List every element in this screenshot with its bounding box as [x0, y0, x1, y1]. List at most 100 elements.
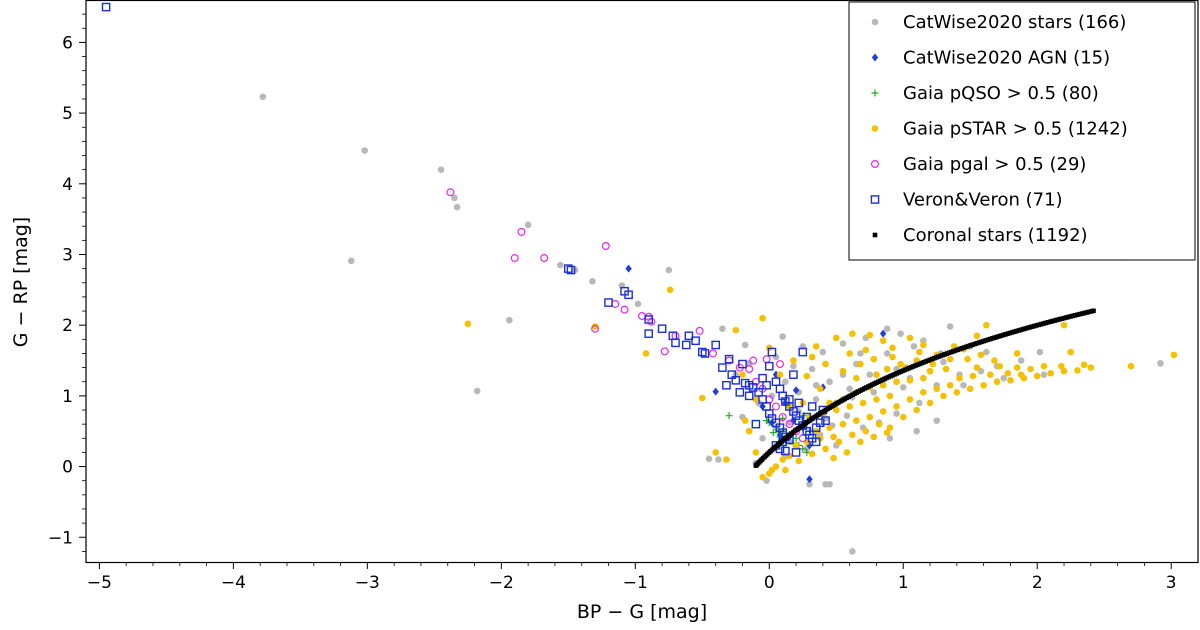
- point-pstar: [862, 427, 870, 435]
- point-pstar: [873, 396, 880, 403]
- point-pstar: [862, 346, 870, 354]
- point-pstar: [906, 396, 914, 403]
- point-stars: [745, 360, 753, 367]
- point-veron: [681, 340, 691, 350]
- legend: CatWise2020 stars (166) CatWise2020 AGN (…: [848, 1, 1196, 261]
- point-pstar: [741, 417, 749, 424]
- point-pstar: [812, 343, 820, 350]
- point-pgal: [446, 188, 455, 197]
- point-pstar: [826, 424, 833, 431]
- point-veron: [764, 409, 774, 418]
- point-veron: [564, 264, 573, 273]
- point-stars: [473, 387, 481, 395]
- point-veron: [566, 265, 576, 275]
- x-tick-label: −3: [355, 573, 380, 593]
- point-pqso: [799, 445, 807, 453]
- point-pstar: [1170, 351, 1178, 359]
- point-pgal: [620, 305, 629, 314]
- point-agn: [806, 441, 813, 450]
- point-pstar: [991, 357, 998, 364]
- point-stars: [524, 221, 532, 229]
- point-pstar: [969, 372, 977, 380]
- points-layer: [101, 2, 1178, 555]
- point-pstar: [879, 337, 887, 345]
- y-tick-label: 3: [62, 245, 73, 265]
- point-pstar: [849, 330, 856, 337]
- point-pstar: [987, 371, 994, 378]
- point-pstar: [966, 385, 974, 393]
- point-pstar: [929, 360, 937, 368]
- point-stars: [808, 365, 816, 373]
- point-pstar: [782, 466, 789, 474]
- point-stars: [451, 194, 458, 202]
- point-stars: [899, 384, 907, 391]
- y-axis: −1 0 1 2 3 4 5 6: [48, 13, 86, 552]
- point-pstar: [906, 334, 914, 342]
- point-pstar: [1087, 364, 1095, 371]
- point-pstar: [916, 348, 923, 356]
- point-agn: [806, 475, 813, 484]
- point-pstar: [822, 445, 829, 453]
- point-veron: [758, 395, 767, 404]
- point-pqso: [769, 429, 777, 437]
- point-pstar: [980, 381, 987, 389]
- point-stars: [715, 456, 722, 463]
- legend-item-veron: Veron&Veron (71): [870, 190, 1063, 211]
- point-pstar: [642, 350, 650, 357]
- point-veron: [807, 402, 817, 411]
- point-pstar: [745, 427, 753, 435]
- point-pstar: [883, 429, 891, 436]
- point-pgal: [785, 420, 794, 429]
- x-tick-label: −1: [623, 573, 648, 593]
- point-pstar: [956, 374, 963, 382]
- point-pstar: [759, 473, 766, 481]
- legend-label-stars: CatWise2020 stars (166): [903, 12, 1126, 33]
- point-pstar: [873, 371, 880, 378]
- point-stars: [1040, 371, 1048, 378]
- point-pstar: [993, 378, 1001, 386]
- legend-marker-agn: [871, 53, 879, 62]
- point-stars: [779, 333, 786, 340]
- point-pstar: [933, 385, 941, 393]
- point-agn: [772, 370, 780, 379]
- point-pgal: [540, 254, 549, 263]
- point-stars: [933, 417, 941, 424]
- point-veron: [744, 391, 754, 401]
- point-pstar: [893, 378, 900, 386]
- y-tick-label: 1: [62, 387, 73, 407]
- point-veron: [697, 347, 707, 357]
- point-veron: [684, 331, 694, 341]
- point-stars: [826, 480, 833, 488]
- point-pstar: [1004, 369, 1012, 377]
- point-pstar: [866, 331, 874, 339]
- point-pstar: [1058, 362, 1065, 370]
- point-coronal: [1091, 308, 1096, 314]
- y-tick-label: −1: [48, 528, 73, 548]
- point-stars: [347, 257, 355, 265]
- legend-marker-stars: [871, 18, 879, 26]
- y-tick-label: 4: [62, 175, 73, 195]
- point-stars: [940, 358, 947, 366]
- plot-frame: [85, 0, 1199, 564]
- point-stars: [857, 350, 864, 357]
- point-pstar: [973, 332, 981, 340]
- point-pstar: [849, 431, 856, 439]
- legend-item-pgal: Gaia pgal > 0.5 (29): [870, 154, 1086, 175]
- point-pstar: [759, 314, 766, 322]
- point-pstar: [899, 413, 907, 421]
- y-axis-label: G − RP [mag]: [10, 217, 32, 347]
- legend-label-veron: Veron&Veron (71): [903, 190, 1063, 211]
- point-veron: [791, 448, 801, 457]
- point-pgal: [745, 365, 754, 374]
- point-pstar: [853, 417, 860, 424]
- legend-marker-pqso: [871, 89, 879, 97]
- point-veron: [811, 437, 821, 447]
- point-stars: [259, 93, 267, 101]
- point-pstar: [953, 389, 961, 396]
- point-pstar: [920, 341, 927, 349]
- point-pstar: [835, 438, 843, 446]
- legend-marker-pstar: [871, 125, 879, 132]
- legend-label-agn: CatWise2020 AGN (15): [903, 48, 1110, 69]
- point-pstar: [883, 365, 891, 373]
- point-pqso: [803, 448, 811, 456]
